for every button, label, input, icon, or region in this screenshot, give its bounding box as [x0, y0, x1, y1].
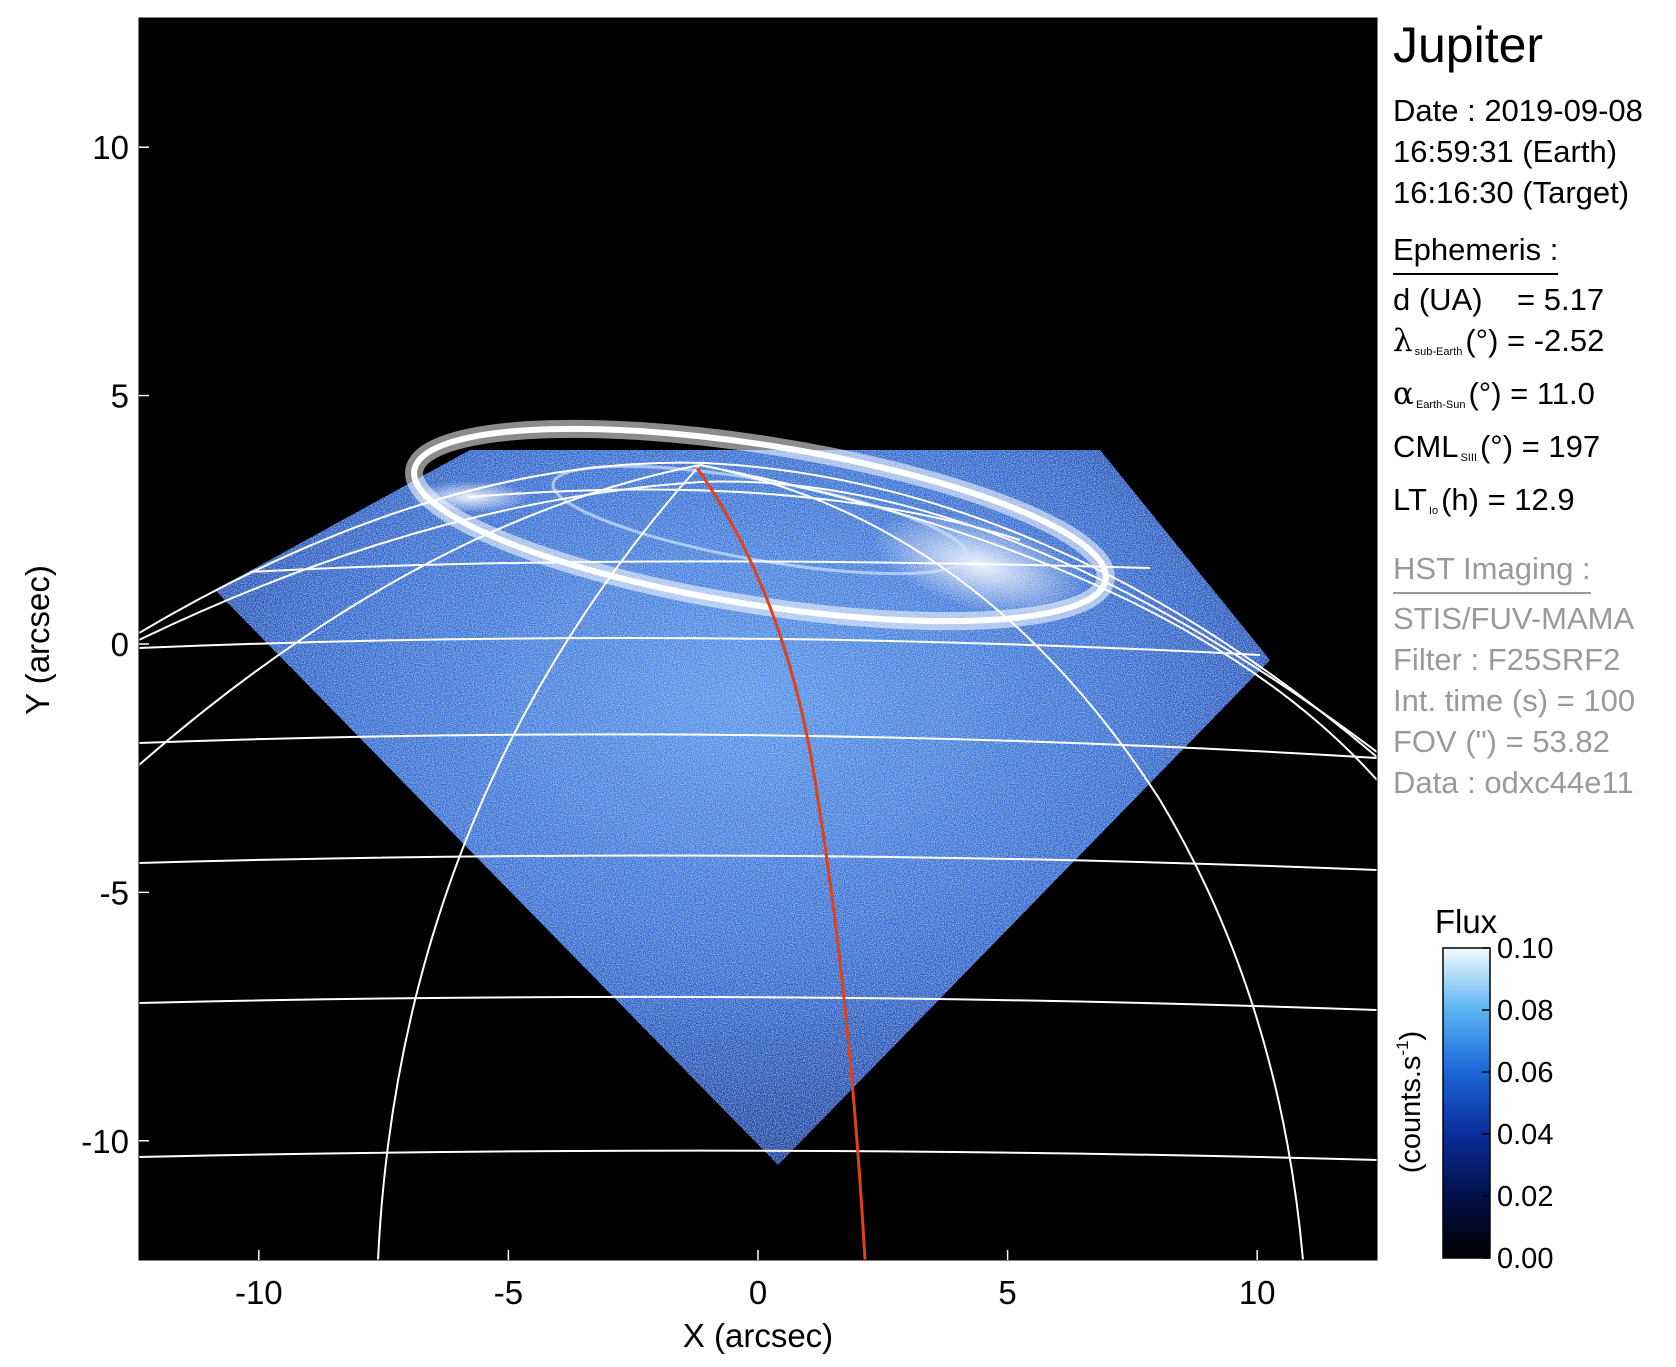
- latitude-line: [139, 995, 1377, 1011]
- y-tick-label: 5: [111, 378, 129, 415]
- ephemeris-distance: d (UA) = 5.17: [1393, 279, 1673, 320]
- colorbar-tick-label: 0.10: [1497, 933, 1553, 965]
- latitude-line: [139, 1149, 1377, 1161]
- longitude-line: [139, 464, 701, 766]
- lt-label: LT: [1393, 482, 1427, 517]
- cml-label: CML: [1393, 429, 1459, 464]
- central-meridian: [695, 467, 867, 1260]
- y-tick-label: -10: [81, 1123, 129, 1160]
- cml-subscript: SIII: [1460, 452, 1477, 464]
- ephemeris-header: Ephemeris :: [1393, 229, 1559, 275]
- cml-value: (°) = 197: [1479, 429, 1601, 464]
- longitude-line: [699, 464, 1377, 781]
- alpha-subscript: Earth-Sun: [1415, 399, 1466, 411]
- integration-time: Int. time (s) = 100: [1393, 683, 1636, 718]
- x-tick-label: 0: [749, 1274, 767, 1311]
- planet-grid: [139, 461, 1377, 1260]
- y-axis-ticks: 10 5 0 -5 -10: [81, 129, 149, 1160]
- lambda-subscript: sub-Earth: [1414, 346, 1463, 358]
- y-tick-label: 0: [111, 626, 129, 663]
- x-tick-label: 5: [998, 1274, 1016, 1311]
- x-tick-label: -10: [235, 1274, 283, 1311]
- y-axis-label: Y (arcsec): [19, 565, 56, 715]
- x-tick-label: 10: [1239, 1274, 1276, 1311]
- colorbar-tick-label: 0.00: [1497, 1243, 1553, 1275]
- ephemeris-phase-angle: α Earth-Sun(°) = 11.0: [1393, 373, 1673, 426]
- x-tick-label: -5: [494, 1274, 523, 1311]
- y-tick-label: 10: [92, 129, 129, 166]
- observation-date: Date : 2019-09-08: [1393, 93, 1643, 128]
- hst-imaging-header: HST Imaging :: [1393, 548, 1591, 594]
- longitude-line: [469, 488, 1021, 541]
- instrument: STIS/FUV-MAMA: [1393, 601, 1635, 636]
- colorbar-tick-label: 0.08: [1497, 995, 1553, 1027]
- lt-subscript: Io: [1428, 505, 1439, 517]
- y-tick-label: -5: [100, 874, 129, 911]
- earth-time: 16:59:31 (Earth): [1393, 134, 1618, 169]
- x-axis-label: X (arcsec): [683, 1317, 833, 1354]
- longitude-line: [699, 464, 1304, 1260]
- filter: Filter : F25SRF2: [1393, 642, 1621, 677]
- target-time: 16:16:30 (Target): [1393, 175, 1630, 210]
- colorbar: Flux 0.10 0.08 0.06 0.04 0.02 0.00 (counts.s-…: [1393, 903, 1553, 1275]
- latitude-line: [139, 733, 1377, 759]
- colorbar-scale: [1442, 947, 1491, 1259]
- colorbar-unit: (counts.s-1): [1393, 1031, 1427, 1173]
- colorbar-ticks: 0.10 0.08 0.06 0.04 0.02 0.00: [1482, 933, 1553, 1275]
- planet-limb: [139, 461, 1377, 758]
- lambda-symbol: λ: [1393, 323, 1413, 359]
- lt-value: (h) = 12.9: [1441, 482, 1575, 517]
- distance-value: = 5.17: [1517, 282, 1605, 317]
- latitude-line: [139, 637, 1261, 656]
- field-of-view: FOV (") = 53.82: [1393, 724, 1610, 759]
- colorbar-title: Flux: [1435, 903, 1498, 940]
- plot-area: [138, 17, 1378, 1261]
- ephemeris-io-local-time: LT Io(h) = 12.9: [1393, 479, 1673, 532]
- alpha-symbol: α: [1393, 376, 1414, 412]
- info-panel: Jupiter Date : 2019-09-08 16:59:31 (Eart…: [1393, 14, 1673, 803]
- x-axis-ticks: -10 -5 0 5 10: [235, 1250, 1276, 1311]
- colorbar-tick-label: 0.02: [1497, 1181, 1553, 1213]
- dataset-id: Data : odxc44e11: [1393, 765, 1634, 800]
- alpha-value: (°) = 11.0: [1468, 376, 1595, 411]
- longitude-line: [377, 464, 701, 1260]
- target-name: Jupiter: [1393, 17, 1544, 73]
- lambda-value: (°) = -2.52: [1465, 323, 1605, 358]
- latitude-line: [139, 480, 1377, 753]
- ephemeris-sub-earth-latitude: λ sub-Earth(°) = -2.52: [1393, 320, 1673, 373]
- latitude-line: [249, 560, 1151, 573]
- ephemeris-cml: CML SIII(°) = 197: [1393, 426, 1673, 479]
- colorbar-tick-label: 0.04: [1497, 1119, 1553, 1151]
- colorbar-tick-label: 0.06: [1497, 1057, 1553, 1089]
- distance-label: d (UA): [1393, 282, 1483, 317]
